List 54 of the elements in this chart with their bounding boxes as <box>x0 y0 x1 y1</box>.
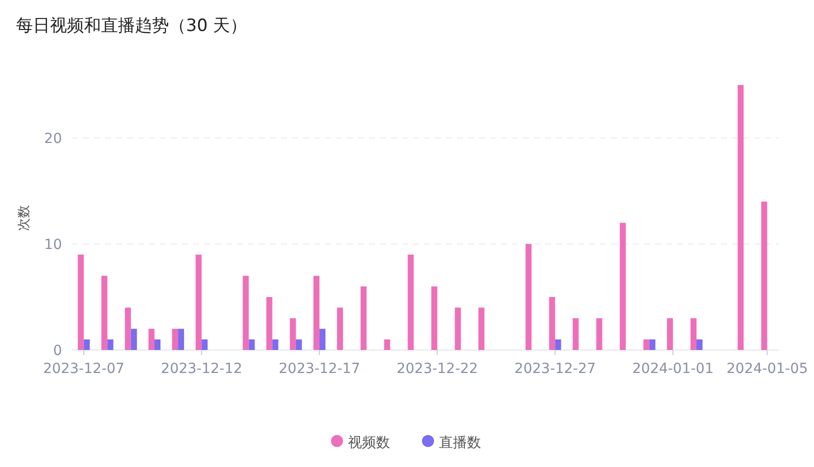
bar <box>666 318 673 350</box>
bar <box>360 286 367 350</box>
bar <box>384 339 390 350</box>
bar <box>549 297 556 350</box>
bar <box>272 339 278 350</box>
bar <box>526 244 532 350</box>
bar <box>84 339 90 350</box>
bar <box>196 254 202 350</box>
y-tick-label: 10 <box>44 237 62 253</box>
bar <box>761 202 768 350</box>
x-tick-label: 2023-12-07 <box>43 361 124 377</box>
bar <box>296 339 302 350</box>
bar <box>572 318 579 350</box>
chart-title: 每日视频和直播趋势（30 天） <box>16 16 248 36</box>
bar <box>649 339 656 350</box>
bar <box>431 286 438 350</box>
bar <box>555 339 562 350</box>
bar <box>148 328 154 350</box>
bar <box>620 222 626 350</box>
bar <box>178 328 184 350</box>
bar <box>478 308 484 350</box>
bar <box>242 276 249 350</box>
bar <box>154 339 160 350</box>
x-tick-label: 2023-12-22 <box>396 361 478 377</box>
bar <box>454 308 461 350</box>
x-tick-label: 2023-12-17 <box>278 361 360 377</box>
bar <box>696 339 703 350</box>
bar <box>337 308 344 350</box>
bar <box>738 85 744 350</box>
bar <box>78 254 84 350</box>
bar <box>408 254 414 350</box>
bar <box>248 339 255 350</box>
x-tick-label: 2023-12-12 <box>160 361 242 377</box>
y-tick-label: 20 <box>44 131 62 147</box>
bar <box>101 276 108 350</box>
bar <box>172 328 178 350</box>
x-tick-label: 2024-01-01 <box>632 361 714 377</box>
bar <box>596 318 602 350</box>
bar <box>107 339 114 350</box>
bar <box>319 328 326 350</box>
y-tick-label: 0 <box>53 343 62 359</box>
y-axis-title: 次数 <box>17 205 32 231</box>
x-tick-label: 2024-01-05 <box>726 361 808 377</box>
bar <box>202 339 208 350</box>
bar <box>290 318 296 350</box>
legend-label: 视频数 <box>348 435 390 451</box>
x-tick-label: 2023-12-27 <box>514 361 596 377</box>
bar <box>124 308 131 350</box>
bar <box>643 339 650 350</box>
bar <box>690 318 697 350</box>
legend-label: 直播数 <box>439 435 481 451</box>
bar <box>313 276 320 350</box>
bar <box>266 297 272 350</box>
bar <box>130 328 137 350</box>
